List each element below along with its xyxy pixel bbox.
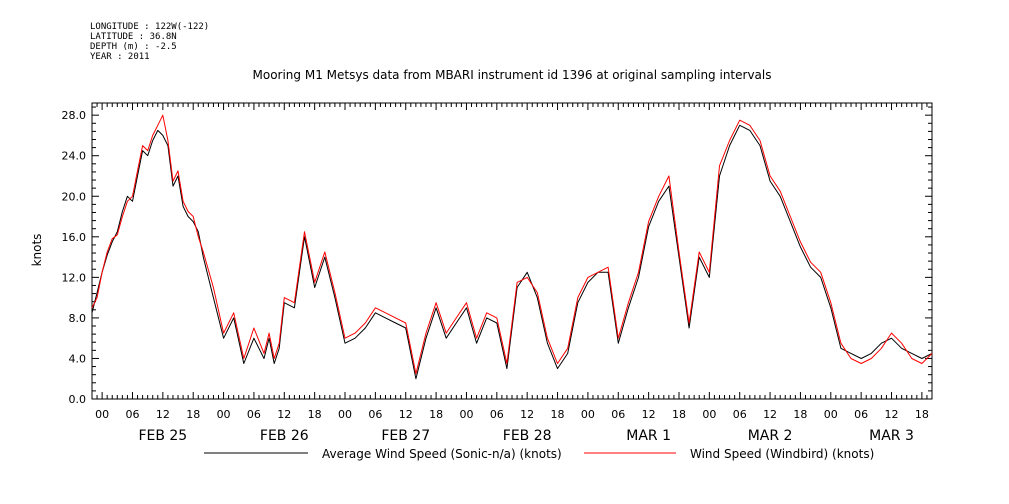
y-tick-label: 24.0 xyxy=(62,150,87,163)
x-tick-label: 06 xyxy=(247,408,261,421)
x-tick-label: 12 xyxy=(520,408,534,421)
x-tick-label: 00 xyxy=(338,408,352,421)
x-tick-label: 18 xyxy=(308,408,322,421)
x-tick-label: 00 xyxy=(702,408,716,421)
plot-frame xyxy=(91,102,933,400)
depth-text: DEPTH (m) : -2.5 xyxy=(90,42,177,52)
day-label: FEB 26 xyxy=(260,428,309,444)
day-label: MAR 1 xyxy=(626,428,671,444)
series-lines xyxy=(91,114,933,380)
chart-title: Mooring M1 Metsys data from MBARI instru… xyxy=(253,68,772,82)
day-label: FEB 28 xyxy=(503,428,552,444)
x-tick-label: 00 xyxy=(581,408,595,421)
legend: Average Wind Speed (Sonic-n/a) (knots) Wi… xyxy=(204,447,874,461)
y-tick-label: 28.0 xyxy=(62,109,87,122)
year-text: YEAR : 2011 xyxy=(90,52,150,62)
y-tick-label: 12.0 xyxy=(62,271,87,284)
legend-label-0: Average Wind Speed (Sonic-n/a) (knots) xyxy=(322,447,562,461)
x-tick-label: 00 xyxy=(824,408,838,421)
day-label: FEB 27 xyxy=(381,428,430,444)
x-tick-label: 18 xyxy=(551,408,565,421)
y-axis-label: knots xyxy=(30,234,44,267)
x-tick-label: 06 xyxy=(854,408,868,421)
axis-ticks xyxy=(91,103,933,400)
x-tick-label: 00 xyxy=(217,408,231,421)
x-tick-label: 18 xyxy=(793,408,807,421)
x-tick-label: 12 xyxy=(156,408,170,421)
x-tick-label: 06 xyxy=(490,408,504,421)
x-tick-label: 18 xyxy=(186,408,200,421)
x-tick-label: 18 xyxy=(915,408,929,421)
axis-tick-labels: 0.0 4.0 8.0 12.0 16.0 20.0 24.0 28.0 00 06 12 18 00 0… xyxy=(62,109,929,444)
day-label: MAR 3 xyxy=(869,428,914,444)
y-tick-label: 0.0 xyxy=(69,393,87,406)
x-tick-label: 06 xyxy=(733,408,747,421)
x-tick-label: 06 xyxy=(368,408,382,421)
latitude-text: LATITUDE : 36.8N xyxy=(90,32,177,42)
x-tick-label: 00 xyxy=(459,408,473,421)
x-tick-label: 12 xyxy=(399,408,413,421)
series-line-1 xyxy=(91,114,933,375)
legend-label-1: Wind Speed (Windbird) (knots) xyxy=(690,447,874,461)
series-line-0 xyxy=(91,124,933,380)
y-tick-label: 8.0 xyxy=(69,312,87,325)
x-tick-label: 00 xyxy=(95,408,109,421)
x-tick-label: 12 xyxy=(642,408,656,421)
x-tick-label: 18 xyxy=(672,408,686,421)
day-label: FEB 25 xyxy=(138,428,187,444)
longitude-text: LONGITUDE : 122W(-122) xyxy=(90,22,209,32)
x-tick-label: 06 xyxy=(125,408,139,421)
y-tick-label: 16.0 xyxy=(62,231,87,244)
x-tick-label: 06 xyxy=(611,408,625,421)
x-tick-label: 12 xyxy=(277,408,291,421)
x-tick-label: 12 xyxy=(885,408,899,421)
y-tick-label: 20.0 xyxy=(62,190,87,203)
day-label: MAR 2 xyxy=(748,428,793,444)
x-tick-label: 18 xyxy=(429,408,443,421)
y-tick-label: 4.0 xyxy=(69,352,87,365)
x-tick-label: 12 xyxy=(763,408,777,421)
